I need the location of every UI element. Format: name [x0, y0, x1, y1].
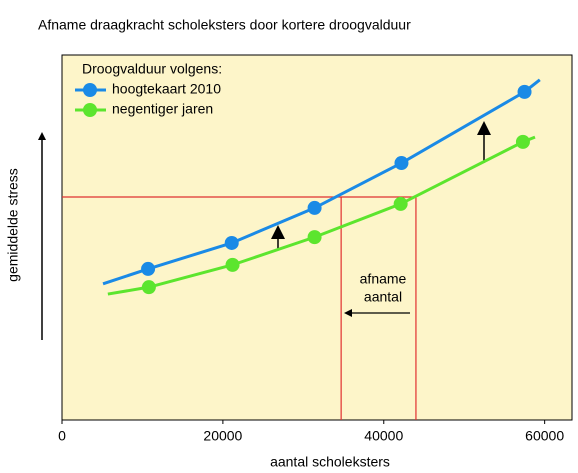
- point: [517, 84, 532, 99]
- x-tick-label: 0: [58, 428, 66, 444]
- x-axis-label: aantal scholeksters: [270, 454, 390, 470]
- annotation: afname: [360, 271, 407, 287]
- y-axis-label: gemiddelde stress: [5, 168, 21, 282]
- point: [307, 230, 322, 245]
- point: [141, 280, 156, 295]
- point: [393, 196, 408, 211]
- chart-title: Afname draagkracht scholeksters door kor…: [38, 17, 411, 33]
- annotation: aantal: [364, 289, 402, 305]
- point: [307, 200, 322, 215]
- x-tick-label: 40000: [364, 428, 403, 444]
- legend-title: Droogvalduur volgens:: [82, 61, 222, 77]
- point: [515, 134, 530, 149]
- point: [225, 257, 240, 272]
- legend-label: negentiger jaren: [112, 101, 213, 117]
- legend-label: hoogtekaart 2010: [112, 81, 221, 97]
- x-tick-label: 20000: [203, 428, 242, 444]
- x-tick-label: 60000: [525, 428, 564, 444]
- point: [224, 235, 239, 250]
- point: [394, 156, 409, 171]
- point: [141, 261, 156, 276]
- legend-marker: [83, 103, 97, 117]
- legend-marker: [83, 83, 97, 97]
